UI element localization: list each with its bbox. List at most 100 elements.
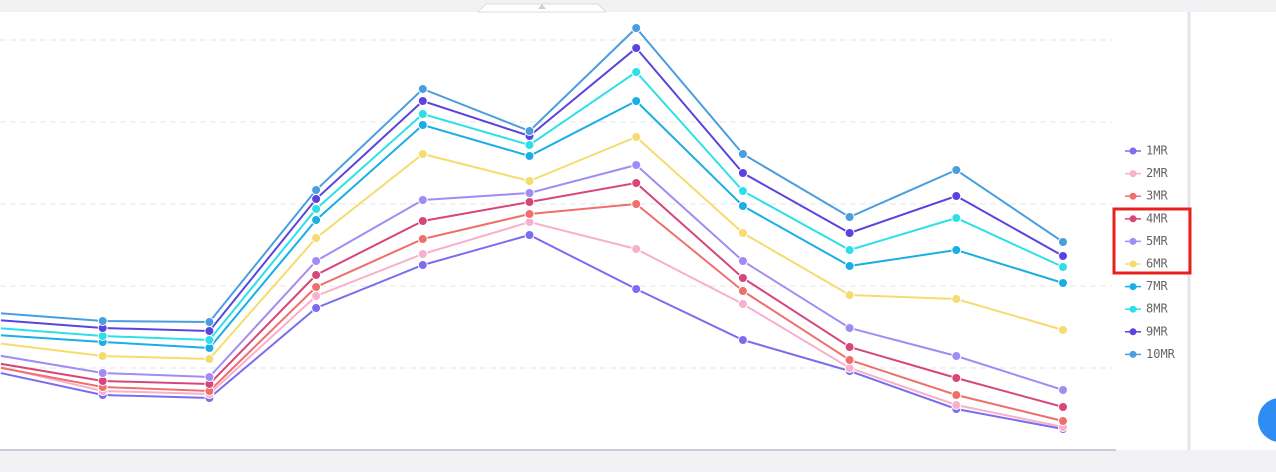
data-point — [1058, 325, 1068, 335]
data-point — [417, 96, 428, 106]
data-point — [0, 340, 1, 346]
legend-label: 10MR — [1146, 347, 1176, 361]
data-point — [204, 326, 215, 336]
data-point — [0, 325, 1, 331]
data-point — [1058, 278, 1068, 288]
data-point — [737, 273, 748, 283]
data-point — [737, 286, 748, 296]
data-point — [311, 215, 322, 225]
data-point — [631, 160, 642, 170]
data-point — [737, 256, 748, 266]
legend-marker — [1129, 237, 1137, 245]
data-point — [844, 261, 855, 271]
data-point — [951, 213, 962, 223]
data-point — [311, 233, 322, 243]
side-panel — [1190, 12, 1276, 450]
data-point — [1058, 402, 1068, 412]
data-point — [417, 149, 428, 159]
legend-marker — [1129, 328, 1137, 336]
data-point — [1058, 262, 1068, 272]
legend-label: 6MR — [1146, 257, 1168, 271]
data-point — [0, 364, 1, 370]
data-point — [737, 168, 748, 178]
plot-area — [0, 23, 1112, 434]
legend-marker — [1129, 192, 1137, 200]
legend-marker — [1129, 215, 1137, 223]
data-point — [417, 260, 428, 270]
legend-label: 3MR — [1146, 189, 1168, 203]
data-point — [97, 316, 108, 326]
highlight-box — [1112, 207, 1192, 275]
legend-label: 8MR — [1146, 302, 1168, 316]
data-point — [951, 400, 962, 410]
data-point — [204, 372, 215, 382]
tab-arrow — [538, 4, 546, 9]
data-point — [311, 194, 322, 204]
data-point — [951, 390, 962, 400]
legend-label: 7MR — [1146, 279, 1168, 293]
data-point — [0, 317, 1, 323]
data-point — [737, 228, 748, 238]
data-point — [524, 188, 535, 198]
data-point — [951, 245, 962, 255]
data-point — [737, 186, 748, 196]
data-point — [1058, 385, 1068, 395]
data-point — [951, 373, 962, 383]
data-point — [97, 351, 108, 361]
data-point — [417, 195, 428, 205]
legend-marker — [1129, 283, 1137, 291]
legend-label: 2MR — [1146, 166, 1168, 180]
data-point — [844, 342, 855, 352]
data-point — [0, 310, 1, 316]
data-point — [417, 216, 428, 226]
data-point — [631, 23, 642, 33]
data-point — [204, 335, 215, 345]
data-point — [631, 178, 642, 188]
data-point — [524, 176, 535, 186]
data-point — [631, 284, 642, 294]
legend-marker — [1129, 305, 1137, 313]
help-button[interactable] — [1258, 398, 1276, 442]
data-point — [524, 197, 535, 207]
data-point — [311, 282, 322, 292]
legend-label: 1MR — [1146, 144, 1168, 158]
data-point — [524, 140, 535, 150]
data-point — [417, 84, 428, 94]
data-point — [97, 368, 108, 378]
data-point — [844, 212, 855, 222]
data-point — [951, 294, 962, 304]
data-point — [0, 369, 1, 375]
data-point — [417, 234, 428, 244]
data-point — [0, 352, 1, 358]
data-point — [951, 191, 962, 201]
data-point — [311, 270, 322, 280]
data-point — [844, 323, 855, 333]
data-point — [524, 126, 535, 136]
data-point — [204, 354, 215, 364]
data-point — [631, 67, 642, 77]
data-point — [844, 245, 855, 255]
data-point — [737, 299, 748, 309]
data-point — [0, 360, 1, 366]
legend-marker — [1129, 147, 1137, 155]
data-point — [204, 317, 215, 327]
legend-label: 9MR — [1146, 324, 1168, 338]
data-point — [631, 132, 642, 142]
data-point — [524, 151, 535, 161]
legend-label: 5MR — [1146, 234, 1168, 248]
data-point — [1058, 237, 1068, 247]
data-point — [737, 149, 748, 159]
data-point — [311, 291, 322, 301]
data-point — [631, 199, 642, 209]
data-point — [951, 351, 962, 361]
data-point — [417, 249, 428, 259]
data-point — [417, 109, 428, 119]
data-point — [737, 201, 748, 211]
legend-marker — [1129, 350, 1137, 358]
legend: 1MR 2MR 3MR 4MR 5MR 6MR 7MR 8MR 9MR 10MR — [1125, 144, 1176, 361]
data-point — [951, 165, 962, 175]
data-point — [0, 332, 1, 338]
data-point — [844, 290, 855, 300]
data-point — [844, 228, 855, 238]
data-point — [311, 185, 322, 195]
